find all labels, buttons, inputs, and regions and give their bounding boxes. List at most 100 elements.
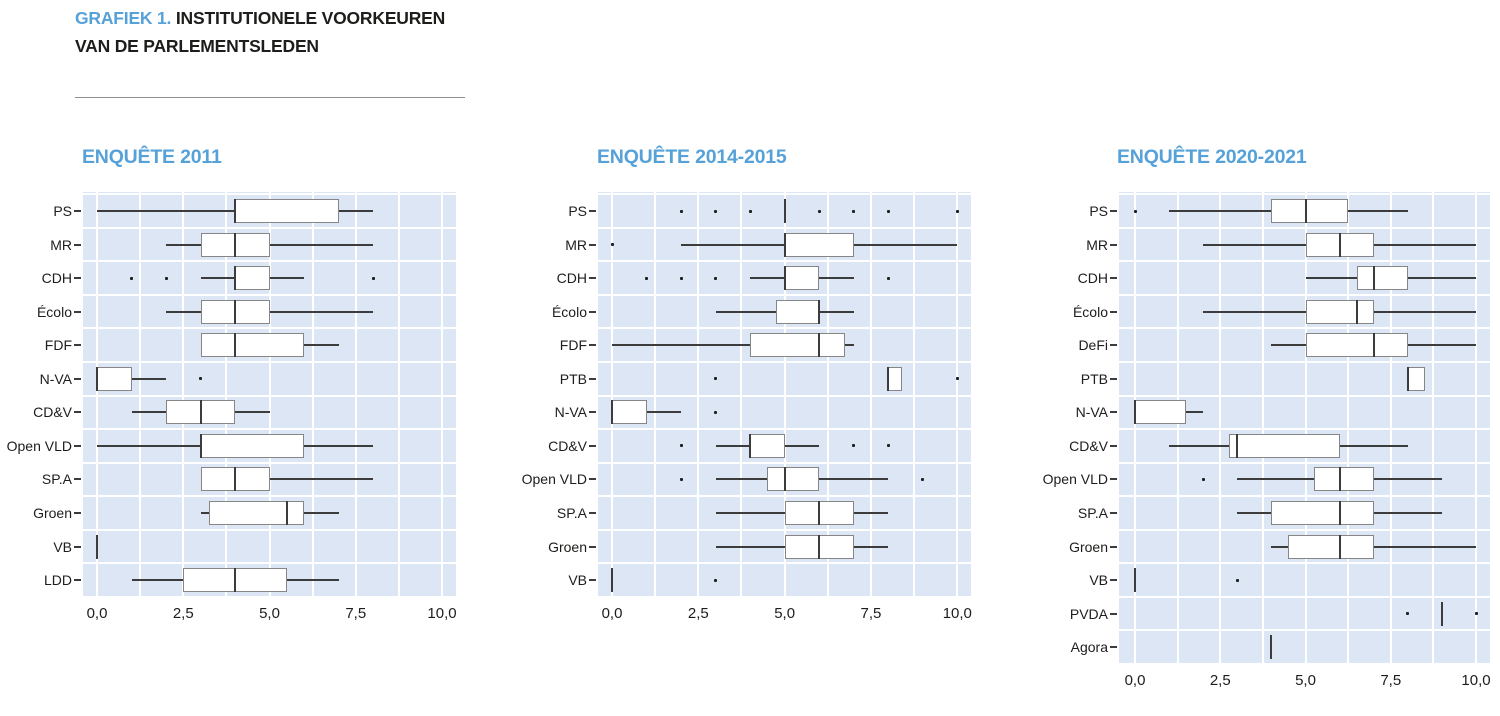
outlier-dot bbox=[886, 276, 890, 280]
box bbox=[784, 232, 854, 257]
category-tick bbox=[1110, 444, 1117, 447]
category-label: Groen bbox=[1069, 538, 1108, 555]
outlier-dot bbox=[817, 209, 821, 213]
outlier-dot bbox=[748, 209, 752, 213]
gridline-horizontal bbox=[1119, 260, 1490, 263]
box bbox=[1314, 467, 1374, 492]
category-tick bbox=[74, 444, 81, 447]
box bbox=[750, 433, 785, 458]
category-tick bbox=[74, 545, 81, 548]
gridline-horizontal bbox=[83, 528, 456, 531]
category-label: CDH bbox=[556, 270, 587, 287]
category-label: Agora bbox=[1070, 639, 1108, 656]
gridline-horizontal bbox=[1119, 226, 1490, 229]
gridline-horizontal bbox=[598, 528, 971, 531]
outlier-dot bbox=[714, 410, 718, 414]
category-label: SP.A bbox=[41, 471, 72, 488]
whisker-line bbox=[612, 411, 682, 414]
category-label: PS bbox=[1089, 203, 1108, 219]
gridline-horizontal bbox=[1119, 293, 1490, 296]
category-label: PS bbox=[53, 203, 72, 219]
gridline-horizontal bbox=[83, 193, 456, 196]
outlier-dot bbox=[714, 276, 718, 280]
category-tick bbox=[589, 579, 596, 582]
gridline-horizontal bbox=[598, 293, 971, 296]
median-line bbox=[783, 266, 786, 291]
category-tick bbox=[589, 344, 596, 347]
panel-title: ENQUÊTE 2020-2021 bbox=[1117, 146, 1307, 168]
category-label: CDH bbox=[41, 270, 72, 287]
median-line bbox=[783, 199, 786, 223]
category-tick bbox=[1110, 511, 1117, 514]
figure-title-line1: INSTITUTIONELE VOORKEUREN bbox=[175, 8, 446, 28]
category-label: Open VLD bbox=[1042, 471, 1108, 488]
median-line bbox=[1134, 400, 1136, 425]
gridline-horizontal bbox=[83, 595, 456, 598]
figure-title-line2: VAN DE PARLEMENTSLEDEN bbox=[75, 36, 319, 56]
median-line bbox=[234, 232, 236, 257]
category-tick bbox=[1110, 277, 1117, 280]
x-axis-label: 10,0 bbox=[427, 605, 457, 622]
outlier-dot bbox=[955, 209, 959, 213]
category-label: PTB bbox=[559, 370, 587, 387]
box bbox=[1271, 500, 1374, 525]
median-line bbox=[199, 433, 202, 458]
gridline-horizontal bbox=[1119, 193, 1490, 196]
median-line bbox=[1338, 500, 1341, 525]
outlier-dot bbox=[1474, 612, 1478, 616]
category-label: LDD bbox=[43, 572, 72, 589]
box bbox=[784, 266, 820, 291]
gridline-horizontal bbox=[1119, 461, 1490, 464]
median-line bbox=[96, 534, 98, 559]
median-line bbox=[234, 299, 236, 324]
median-line bbox=[749, 433, 752, 458]
median-line bbox=[818, 500, 821, 525]
box bbox=[750, 333, 846, 358]
category-tick bbox=[1110, 344, 1117, 347]
outlier-dot bbox=[886, 209, 890, 213]
x-axis-label: 7,5 bbox=[345, 605, 367, 622]
x-axis-label: 7,5 bbox=[860, 605, 882, 622]
category-label: Groen bbox=[548, 538, 587, 555]
category-tick bbox=[74, 377, 81, 380]
category-tick bbox=[1110, 243, 1117, 246]
whisker-line bbox=[1271, 545, 1476, 548]
gridline-horizontal bbox=[83, 562, 456, 565]
category-tick bbox=[74, 478, 81, 481]
median-line bbox=[611, 400, 613, 425]
category-label: PS bbox=[568, 203, 587, 219]
category-label: Groen bbox=[33, 504, 72, 521]
category-label: CD&V bbox=[1069, 437, 1108, 454]
median-line bbox=[1304, 199, 1307, 223]
category-tick bbox=[589, 545, 596, 548]
x-axis-label: 7,5 bbox=[1380, 672, 1402, 689]
x-axis-label: 0,0 bbox=[1124, 672, 1146, 689]
category-label: VB bbox=[568, 572, 587, 589]
outlier-dot bbox=[679, 209, 683, 213]
category-label: Écolo bbox=[551, 303, 587, 320]
plot-area bbox=[598, 192, 971, 598]
median-line bbox=[234, 199, 236, 223]
median-line bbox=[234, 467, 236, 492]
box bbox=[235, 199, 339, 223]
x-axis-label: 10,0 bbox=[1461, 672, 1491, 689]
plot-area bbox=[1119, 192, 1490, 665]
outlier-dot bbox=[1235, 578, 1239, 582]
category-tick bbox=[1110, 478, 1117, 481]
category-tick bbox=[74, 511, 81, 514]
box bbox=[1271, 199, 1349, 223]
category-label: CDH bbox=[1077, 270, 1108, 287]
gridline-horizontal bbox=[83, 293, 456, 296]
category-tick bbox=[1110, 377, 1117, 380]
category-tick bbox=[589, 377, 596, 380]
category-label: N-VA bbox=[39, 370, 72, 387]
gridline-horizontal bbox=[1119, 662, 1490, 665]
median-line bbox=[1406, 366, 1409, 391]
category-tick bbox=[1110, 411, 1117, 414]
gridline-horizontal bbox=[1119, 595, 1490, 598]
category-label: SP.A bbox=[556, 504, 587, 521]
category-label: MR bbox=[1086, 236, 1108, 253]
figure-number: GRAFIEK 1. bbox=[75, 8, 172, 28]
category-label: CD&V bbox=[548, 437, 587, 454]
outlier-dot bbox=[164, 276, 168, 280]
